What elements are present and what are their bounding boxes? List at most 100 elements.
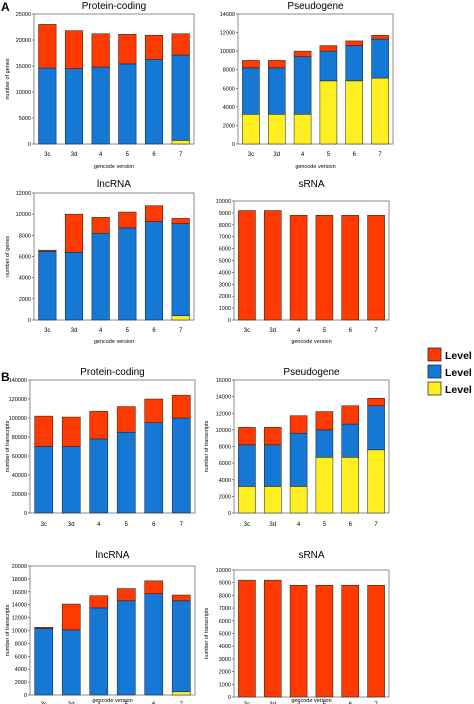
bar-segment-level-3: [263, 210, 282, 321]
chart-title: Pseudogene: [283, 367, 340, 378]
bar-segment-level-2: [144, 58, 164, 145]
panel-label-b: B: [1, 370, 10, 384]
bar-segment-level-3: [171, 218, 190, 224]
plot-area: [233, 200, 390, 321]
bar-segment-level-1: [319, 80, 338, 145]
x-tick-label: 5: [323, 702, 327, 704]
bar-segment-level-3: [144, 35, 164, 60]
bar-segment-level-3: [89, 595, 109, 609]
bar-segment-level-3: [144, 398, 164, 423]
x-tick-label: 4: [297, 328, 301, 334]
x-tick-label: 4: [97, 522, 101, 528]
bar-segment-level-2: [91, 232, 110, 321]
plot-area: [33, 192, 195, 321]
y-tick-label: 10000: [216, 568, 231, 574]
bar-segment-level-3: [267, 60, 286, 69]
y-tick-label: 15000: [16, 64, 31, 70]
y-tick-label: 10000: [16, 212, 31, 218]
chart-7: lncRNA 0 2000 4000 6000 8000 10000 12000 14000 16…: [5, 550, 196, 704]
y-tick-label: 4000: [223, 105, 235, 111]
x-tick-label: 4: [99, 152, 103, 158]
y-tick-label: 60000: [12, 454, 27, 460]
x-tick-label: 3d: [269, 702, 276, 704]
y-tick-label: 7000: [219, 606, 231, 612]
x-tick-label: 6: [349, 328, 353, 334]
bar-segment-level-2: [38, 250, 57, 321]
chart-1: Protein-coding 0 5000 10000 15000 20000 25000 3…: [5, 1, 195, 170]
legend: Level 3 Level 2 Level 1: [427, 347, 474, 396]
y-tick-label: 18000: [12, 577, 27, 583]
bar-segment-level-3: [289, 584, 308, 698]
y-tick-label: 7000: [219, 235, 231, 241]
bar-segment-level-3: [91, 33, 110, 68]
x-axis-label: gencode version: [92, 698, 132, 704]
chart-title: Protein-coding: [80, 367, 144, 378]
plot-area: [237, 13, 394, 145]
bar-segment-level-3: [315, 411, 334, 431]
legend-swatch: [427, 364, 442, 379]
bar-segment-level-3: [367, 584, 385, 698]
y-tick-label: 20000: [12, 564, 27, 570]
bar-segment-level-1: [371, 77, 389, 145]
y-tick-label: 2000: [19, 297, 31, 303]
x-tick-label: 5: [327, 152, 331, 158]
plot-area: [33, 13, 195, 145]
bar-segment-level-3: [242, 60, 260, 69]
y-tick-label: 6000: [223, 86, 235, 92]
x-tick-label: 7: [378, 152, 382, 158]
x-tick-label: 5: [125, 522, 129, 528]
bar-segment-level-3: [341, 405, 360, 425]
y-tick-label: 8000: [19, 233, 31, 239]
bar-segment-level-3: [238, 210, 256, 321]
y-axis-label: number of transcripts: [5, 604, 11, 656]
bar-segment-level-3: [263, 427, 282, 446]
y-tick-label: 0: [228, 511, 231, 517]
bar-segment-level-1: [242, 114, 260, 145]
x-tick-label: 5: [126, 152, 130, 158]
y-axis-label: number of transcripts: [5, 420, 11, 472]
bar-segment-level-3: [171, 33, 190, 56]
bar-segment-level-2: [263, 444, 282, 487]
y-tick-label: 6000: [219, 619, 231, 625]
x-tick-label: 6: [353, 152, 357, 158]
plot-area: [233, 379, 390, 514]
x-tick-label: 5: [125, 702, 129, 704]
x-tick-label: 5: [126, 328, 130, 334]
bar-segment-level-2: [289, 432, 308, 487]
bar-segment-level-3: [263, 579, 282, 698]
x-tick-label: 7: [180, 522, 184, 528]
x-axis-label: gencode version: [291, 698, 331, 704]
bar-segment-level-3: [341, 215, 360, 321]
bar-segment-level-2: [171, 417, 191, 514]
bar-segment-level-3: [116, 406, 136, 433]
chart-4: sRNA 0 1000 2000 3000 4000 5000 6000 7000 8000 900…: [216, 179, 390, 345]
chart-title: sRNA: [298, 179, 324, 190]
y-tick-label: 2000: [219, 294, 231, 300]
x-tick-label: 4: [301, 152, 305, 158]
x-tick-label: 5: [323, 328, 327, 334]
y-tick-label: 12000: [216, 411, 231, 417]
bar-segment-level-2: [367, 405, 385, 451]
bar-segment-level-3: [171, 394, 191, 419]
y-tick-label: 0: [228, 318, 231, 324]
bar-segment-level-2: [116, 600, 136, 696]
bar-segment-level-3: [293, 50, 312, 57]
x-tick-label: 3d: [68, 522, 75, 528]
bar-segment-level-3: [315, 215, 334, 321]
bar-segment-level-1: [238, 486, 256, 514]
y-tick-label: 14000: [220, 12, 235, 18]
y-tick-label: 3000: [219, 657, 231, 663]
x-tick-label: 3d: [71, 328, 78, 334]
x-tick-label: 3c: [44, 328, 50, 334]
x-tick-label: 3d: [273, 152, 280, 158]
y-tick-label: 4000: [19, 276, 31, 282]
bar-segment-level-3: [341, 584, 360, 698]
y-tick-label: 2000: [219, 494, 231, 500]
x-tick-label: 4: [97, 702, 101, 704]
y-tick-label: 0: [28, 318, 31, 324]
bar-segment-level-2: [144, 221, 164, 321]
y-tick-label: 5000: [19, 116, 31, 122]
bar-segment-level-3: [238, 579, 256, 698]
y-tick-label: 5000: [219, 632, 231, 638]
